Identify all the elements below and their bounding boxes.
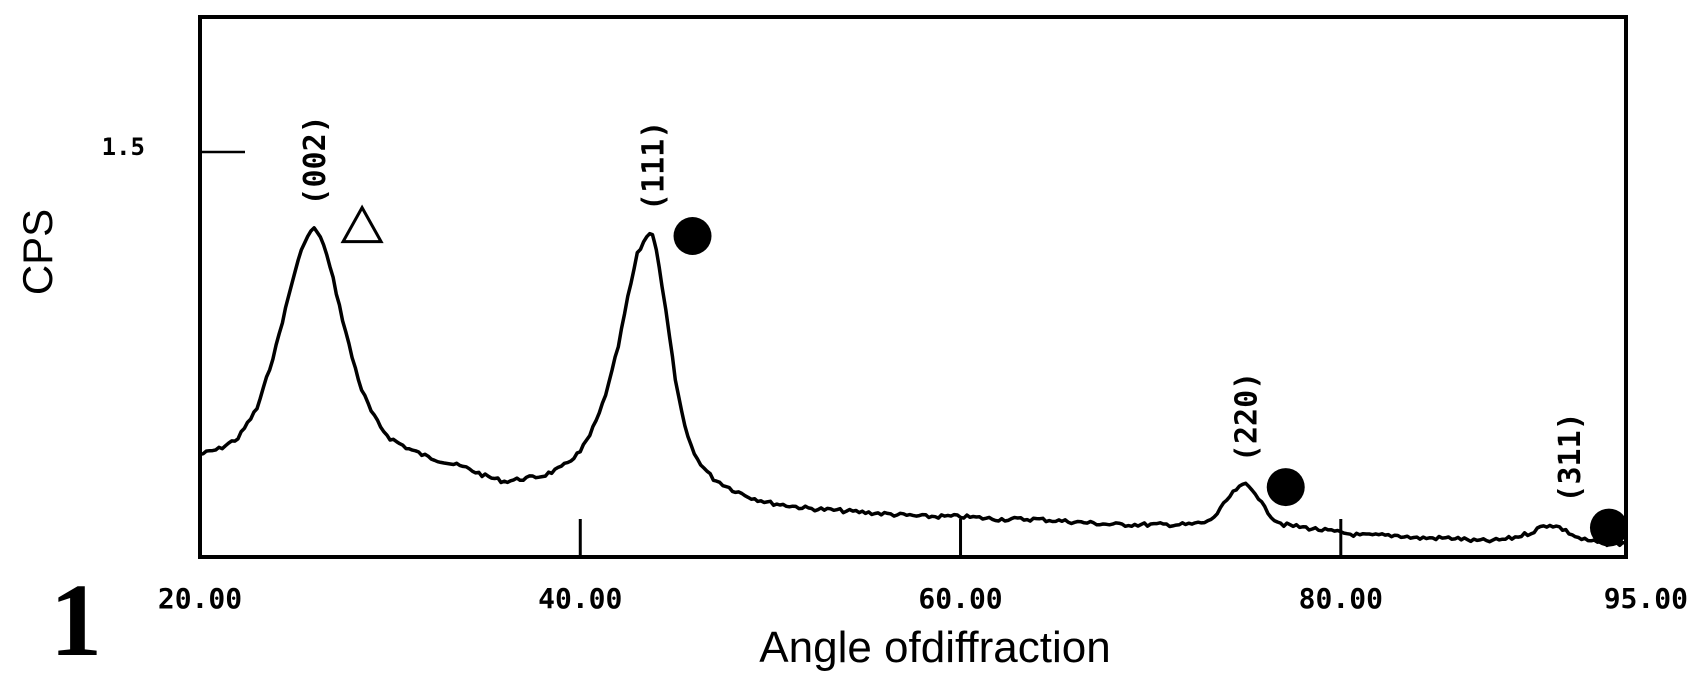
x-tick-label: 80.00 [1299,582,1383,615]
x-tick-label: 60.00 [918,582,1002,615]
circle-marker [673,217,712,255]
circle-marker [1589,508,1628,547]
y-axis-ticks: 1.5 [102,133,245,161]
peak-label: (002) [298,115,333,205]
x-tick-label: 20.00 [158,582,242,615]
x-axis-ticks: 20.00 40.00 60.00 80.00 95.00 [158,519,1688,615]
y-tick-label: 1.5 [102,133,145,161]
peak-annotations: (002) (111) (220) (311) [298,115,1628,547]
peak-label: (220) [1230,372,1265,462]
circle-marker [1266,468,1305,507]
x-axis-label: Angle ofdiffraction [759,623,1110,672]
plot-frame [198,15,1628,559]
figure-number: 1 [50,563,102,678]
triangle-marker [340,204,384,244]
peak-label: (311) [1553,412,1588,502]
y-axis-label: CPS [14,209,61,295]
x-tick-label: 95.00 [1604,582,1688,615]
diffraction-curve [199,226,1627,548]
peak-label: (111) [637,121,672,211]
x-tick-label: 40.00 [538,582,622,615]
